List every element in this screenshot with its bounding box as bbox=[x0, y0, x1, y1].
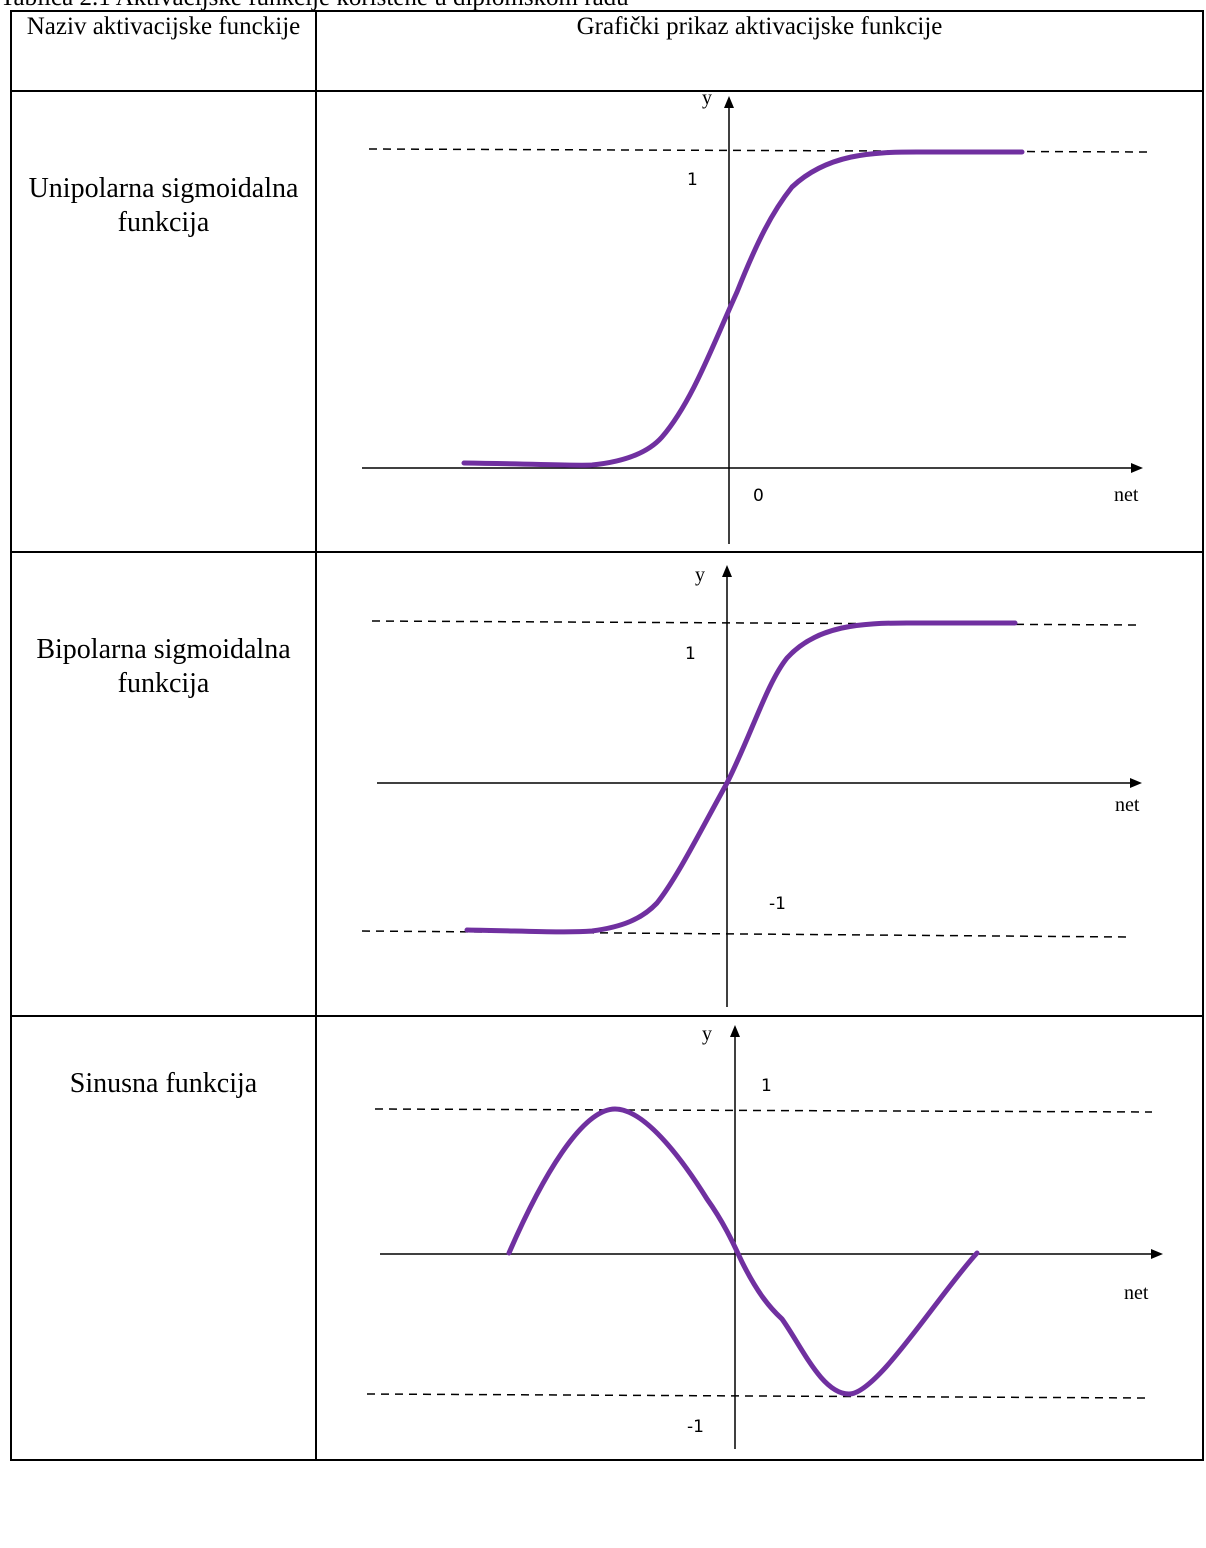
header-function-graph: Grafički prikaz aktivacijske funkcije bbox=[315, 10, 1204, 92]
upper-bound-label: 1 bbox=[761, 1076, 772, 1096]
function-name-cell: Sinusna funkcija bbox=[10, 1015, 317, 1461]
x-axis-arrow-icon bbox=[1151, 1249, 1163, 1259]
table-header-row: Naziv aktivacijske funckije Grafički pri… bbox=[10, 10, 1204, 92]
upper-bound-label: 1 bbox=[687, 170, 698, 190]
table-row: Sinusna funkcija y 1 -1 net bbox=[10, 1015, 1204, 1461]
asymptote-upper-line bbox=[371, 620, 1138, 626]
origin-label: 0 bbox=[753, 486, 764, 506]
function-name-bipolar: Bipolarna sigmoidalna funkcija bbox=[36, 634, 291, 699]
function-name-unipolar: Unipolarna sigmoidalna funkcija bbox=[28, 173, 299, 238]
y-axis-arrow-icon bbox=[724, 96, 734, 108]
function-graph-cell: y 1 -1 net bbox=[315, 551, 1204, 1017]
x-axis-arrow-icon bbox=[1131, 463, 1143, 473]
header-function-name: Naziv aktivacijske funckije bbox=[10, 10, 317, 92]
x-axis-label: net bbox=[1115, 794, 1140, 816]
y-axis-label: y bbox=[702, 92, 712, 109]
unipolar-sigmoid-graph: y 1 0 net bbox=[362, 92, 1148, 544]
sine-curve bbox=[506, 1106, 980, 1397]
function-graph-cell: y 1 0 net bbox=[315, 90, 1204, 553]
y-axis-arrow-icon bbox=[722, 565, 732, 577]
asymptote-lower-line bbox=[366, 1393, 1148, 1399]
lower-bound-label: -1 bbox=[687, 1417, 704, 1437]
table-row: Unipolarna sigmoidalna funkcija y 1 0 ne… bbox=[10, 90, 1204, 553]
x-axis-label: net bbox=[1114, 484, 1139, 506]
upper-bound-label: 1 bbox=[685, 644, 696, 664]
x-axis-label: net bbox=[1124, 1282, 1149, 1304]
function-name-cell: Bipolarna sigmoidalna funkcija bbox=[10, 551, 317, 1017]
table-row: Bipolarna sigmoidalna funkcija y 1 -1 ne… bbox=[10, 551, 1204, 1017]
sigmoid-curve bbox=[464, 620, 1018, 935]
y-axis-label: y bbox=[695, 564, 705, 586]
function-name-cell: Unipolarna sigmoidalna funkcija bbox=[10, 90, 317, 553]
sine-graph: y 1 -1 net bbox=[366, 1023, 1163, 1449]
sigmoid-curve bbox=[461, 149, 1025, 468]
asymptote-upper-line bbox=[374, 1108, 1153, 1113]
lower-bound-label: -1 bbox=[769, 894, 786, 914]
y-axis-label: y bbox=[702, 1023, 712, 1045]
function-graph-cell: y 1 -1 net bbox=[315, 1015, 1204, 1461]
y-axis-arrow-icon bbox=[730, 1025, 740, 1037]
bipolar-sigmoid-graph: y 1 -1 net bbox=[361, 564, 1142, 1007]
x-axis-arrow-icon bbox=[1130, 778, 1142, 788]
asymptote-upper-line bbox=[368, 148, 1148, 153]
activation-functions-table: Naziv aktivacijske funckije Grafički pri… bbox=[10, 10, 1204, 1461]
function-name-sine: Sinusna funkcija bbox=[69, 1068, 258, 1099]
table-caption: Tablica 2.1 Aktivacijske funkcije korišt… bbox=[0, 0, 1206, 10]
